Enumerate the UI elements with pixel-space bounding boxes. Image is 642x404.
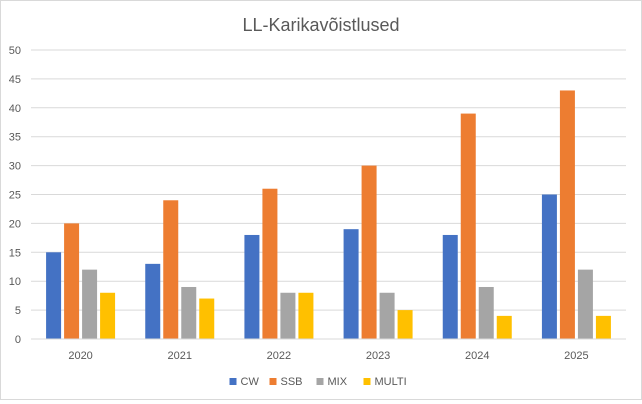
bar-multi-2022 bbox=[298, 292, 314, 339]
legend-label-cw: CW bbox=[241, 376, 260, 388]
legend: CW SSB MIX MULTI bbox=[229, 376, 407, 388]
y-tick-label: 45 bbox=[9, 74, 21, 86]
bar-cw-2020 bbox=[46, 252, 62, 339]
legend-label-mix: MIX bbox=[328, 376, 348, 388]
bar-mix-2025 bbox=[577, 269, 593, 339]
bar-mix-2023 bbox=[379, 292, 395, 339]
y-tick-label: 5 bbox=[15, 305, 21, 317]
chart-title: LL-Karikavõistlused bbox=[242, 15, 399, 35]
y-tick-label: 30 bbox=[9, 161, 21, 173]
bar-multi-2024 bbox=[496, 315, 512, 339]
bar-multi-2025 bbox=[595, 315, 611, 339]
bar-mix-2022 bbox=[280, 292, 296, 339]
x-axis-ticks: 2020 2021 2022 2023 2024 2025 bbox=[68, 350, 588, 362]
legend-swatch-cw bbox=[229, 378, 237, 385]
bar-ssb-2025 bbox=[559, 90, 575, 340]
x-tick-label: 2024 bbox=[465, 350, 489, 362]
y-tick-label: 15 bbox=[9, 247, 21, 259]
bar-ssb-2021 bbox=[163, 200, 179, 339]
bar-cw-2024 bbox=[442, 234, 458, 339]
legend-swatch-mix bbox=[316, 378, 324, 385]
bar-cw-2021 bbox=[145, 263, 161, 339]
y-tick-label: 0 bbox=[15, 334, 21, 346]
y-tick-label: 40 bbox=[9, 103, 21, 115]
gridlines bbox=[31, 49, 626, 311]
bar-multi-2021 bbox=[199, 298, 215, 339]
bar-cw-2023 bbox=[343, 229, 359, 339]
bar-ssb-2022 bbox=[262, 188, 278, 339]
y-axis-ticks: 0 5 10 15 20 25 30 35 40 45 50 bbox=[9, 45, 21, 346]
x-tick-label: 2023 bbox=[366, 350, 390, 362]
y-tick-label: 10 bbox=[9, 276, 21, 288]
bar-ssb-2024 bbox=[460, 113, 476, 339]
bar-mix-2024 bbox=[478, 286, 494, 339]
legend-swatch-multi bbox=[363, 378, 371, 385]
legend-label-ssb: SSB bbox=[281, 376, 303, 388]
x-tick-label: 2022 bbox=[267, 350, 291, 362]
bar-ssb-2020 bbox=[64, 223, 80, 339]
y-tick-label: 20 bbox=[9, 218, 21, 230]
bar-mix-2020 bbox=[82, 269, 98, 339]
y-tick-label: 25 bbox=[9, 190, 21, 202]
bar-cw-2025 bbox=[541, 194, 557, 339]
bar-cw-2022 bbox=[244, 234, 260, 339]
bar-ssb-2023 bbox=[361, 165, 377, 339]
legend-swatch-ssb bbox=[269, 378, 277, 385]
x-tick-label: 2021 bbox=[168, 350, 192, 362]
x-tick-label: 2020 bbox=[68, 350, 92, 362]
x-tick-label: 2025 bbox=[564, 350, 588, 362]
bars bbox=[46, 90, 611, 340]
legend-label-multi: MULTI bbox=[375, 376, 407, 388]
bar-multi-2020 bbox=[100, 292, 116, 339]
y-tick-label: 35 bbox=[9, 132, 21, 144]
bar-mix-2021 bbox=[181, 286, 197, 339]
bar-multi-2023 bbox=[397, 310, 413, 339]
y-tick-label: 50 bbox=[9, 45, 21, 57]
